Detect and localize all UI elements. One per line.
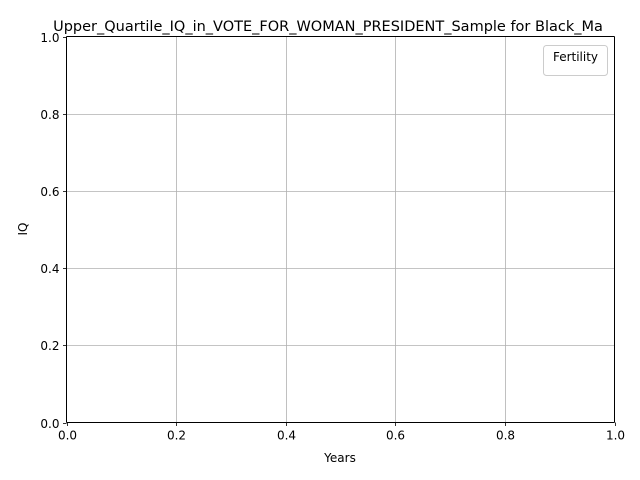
x-tick-label: 0.2 (167, 429, 186, 443)
legend-title: Fertility (553, 50, 598, 64)
x-tick-label: 0.4 (277, 429, 296, 443)
y-tick-label: 0.4 (40, 262, 59, 276)
x-tick-label: 0.8 (496, 429, 515, 443)
x-axis-label: Years (323, 451, 356, 465)
y-axis-label: IQ (16, 223, 30, 236)
y-tick-label: 0.2 (40, 339, 59, 353)
x-tick-label: 0.6 (386, 429, 405, 443)
y-tick-label: 1.0 (40, 31, 59, 45)
legend: Fertility (544, 46, 608, 76)
x-tick-label: 1.0 (606, 429, 625, 443)
chart-title: Upper_Quartile_IQ_in_VOTE_FOR_WOMAN_PRES… (53, 19, 603, 35)
x-tick-label: 0.0 (58, 429, 77, 443)
y-tick-label: 0.8 (40, 108, 59, 122)
y-tick-label: 0.6 (40, 185, 59, 199)
y-tick-label: 0.0 (40, 417, 59, 431)
